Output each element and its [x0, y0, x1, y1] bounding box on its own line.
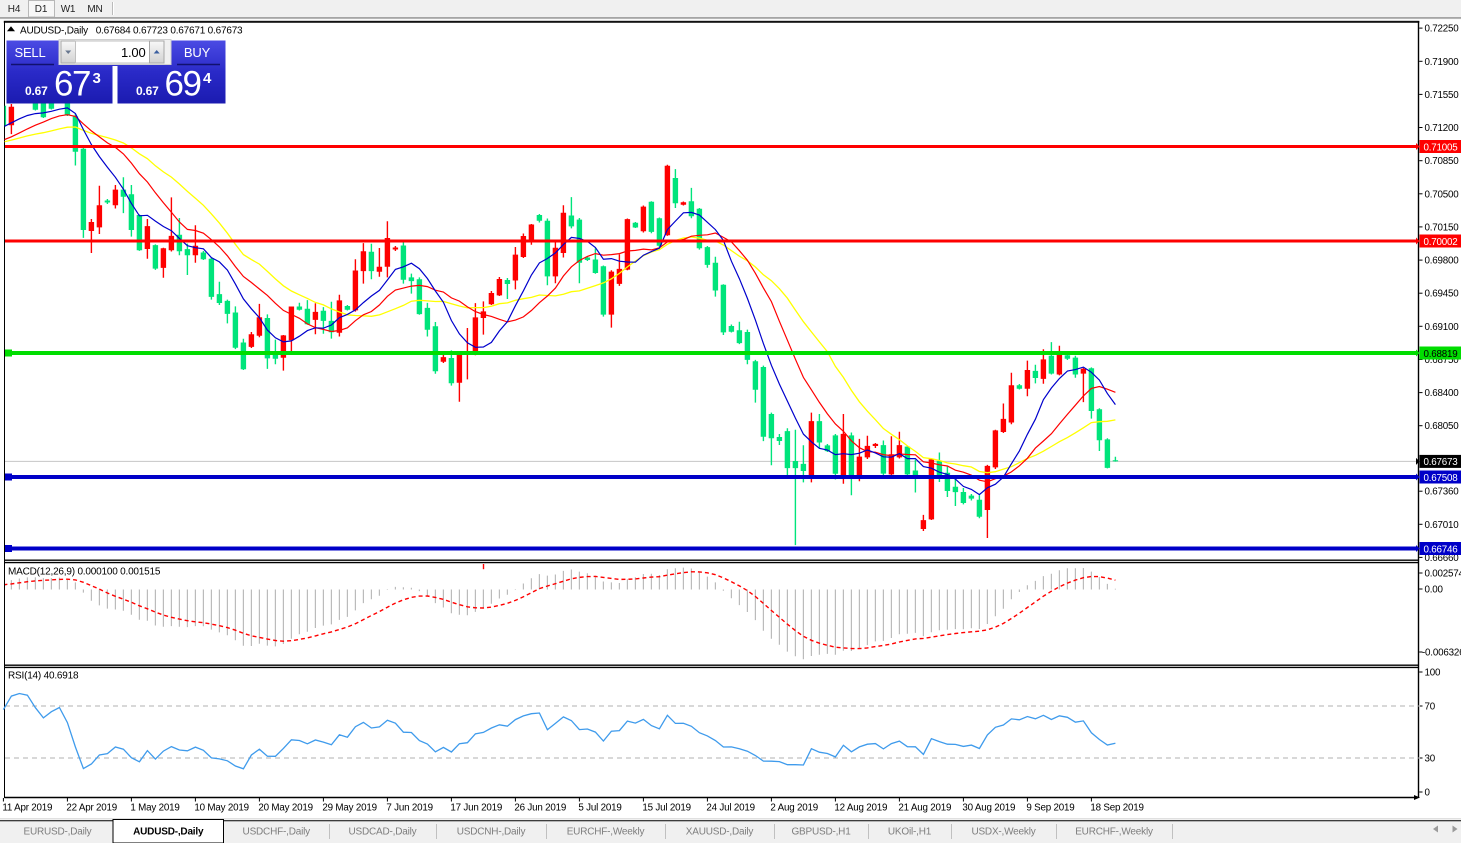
svg-text:0: 0: [1425, 788, 1431, 799]
svg-text:3: 3: [93, 70, 101, 87]
svg-text:0.71200: 0.71200: [1425, 123, 1460, 134]
svg-text:EURUSD-,Daily: EURUSD-,Daily: [24, 827, 92, 838]
svg-text:0.69800: 0.69800: [1425, 256, 1460, 267]
svg-text:0.67: 0.67: [136, 84, 159, 98]
svg-text:20 May 2019: 20 May 2019: [258, 803, 312, 814]
svg-text:0.71900: 0.71900: [1425, 57, 1460, 68]
svg-text:0.68750: 0.68750: [1425, 355, 1460, 366]
svg-text:0.70850: 0.70850: [1425, 156, 1460, 167]
svg-text:5 Jul 2019: 5 Jul 2019: [578, 803, 621, 814]
svg-text:XAUUSD-,Daily: XAUUSD-,Daily: [686, 827, 754, 838]
svg-text:1 May 2019: 1 May 2019: [130, 803, 179, 814]
svg-text:2 Aug 2019: 2 Aug 2019: [770, 803, 818, 814]
svg-text:-0.006326: -0.006326: [1422, 648, 1461, 659]
svg-text:9 Sep 2019: 9 Sep 2019: [1026, 803, 1074, 814]
svg-text:17 Jun 2019: 17 Jun 2019: [450, 803, 502, 814]
svg-text:0.67010: 0.67010: [1425, 520, 1460, 531]
svg-text:30: 30: [1425, 754, 1436, 765]
svg-text:D1: D1: [35, 4, 48, 15]
svg-text:0.66746: 0.66746: [1424, 544, 1459, 555]
svg-text:11 Apr 2019: 11 Apr 2019: [2, 803, 52, 814]
svg-text:0.67673: 0.67673: [1424, 457, 1459, 468]
svg-text:MN: MN: [87, 4, 102, 15]
svg-text:MACD(12,26,9) 0.000100 0.00151: MACD(12,26,9) 0.000100 0.001515: [8, 567, 161, 578]
svg-text:0.66660: 0.66660: [1425, 553, 1460, 564]
svg-text:4: 4: [203, 70, 212, 87]
svg-text:0.67360: 0.67360: [1425, 487, 1460, 498]
svg-text:1.00: 1.00: [121, 45, 146, 60]
svg-text:0.67508: 0.67508: [1424, 473, 1459, 484]
svg-text:AUDUSD-,Daily: AUDUSD-,Daily: [133, 827, 204, 838]
svg-text:0.68819: 0.68819: [1424, 349, 1458, 360]
svg-text:0.002574: 0.002574: [1425, 569, 1461, 580]
svg-text:70: 70: [1425, 702, 1436, 713]
svg-text:RSI(14) 40.6918: RSI(14) 40.6918: [8, 671, 79, 682]
svg-text:EURCHF-,Weekly: EURCHF-,Weekly: [1075, 827, 1153, 838]
svg-text:12 Aug 2019: 12 Aug 2019: [834, 803, 887, 814]
svg-text:USDCAD-,Daily: USDCAD-,Daily: [349, 827, 417, 838]
svg-text:0.68400: 0.68400: [1425, 388, 1460, 399]
svg-text:18 Sep 2019: 18 Sep 2019: [1090, 803, 1143, 814]
svg-text:22 Apr 2019: 22 Apr 2019: [66, 803, 117, 814]
svg-text:0.67: 0.67: [25, 84, 48, 98]
svg-text:UKOil-,H1: UKOil-,H1: [888, 827, 932, 838]
svg-text:H4: H4: [8, 4, 21, 15]
svg-text:SELL: SELL: [14, 45, 45, 60]
svg-text:GBPUSD-,H1: GBPUSD-,H1: [791, 827, 851, 838]
svg-text:29 May 2019: 29 May 2019: [322, 803, 376, 814]
svg-text:10 May 2019: 10 May 2019: [194, 803, 248, 814]
svg-text:USDCHF-,Daily: USDCHF-,Daily: [243, 827, 311, 838]
svg-text:USDX-,Weekly: USDX-,Weekly: [971, 827, 1035, 838]
svg-text:0.70500: 0.70500: [1425, 189, 1460, 200]
svg-text:BUY: BUY: [184, 45, 211, 60]
svg-text:69: 69: [165, 65, 201, 104]
svg-text:AUDUSD-,Daily 0.67684 0.6772: AUDUSD-,Daily 0.67684 0.67723 0.67671 0.…: [20, 26, 243, 37]
svg-text:21 Aug 2019: 21 Aug 2019: [898, 803, 951, 814]
svg-text:0.00: 0.00: [1425, 585, 1444, 596]
svg-text:0.69450: 0.69450: [1425, 289, 1460, 300]
svg-text:67: 67: [54, 65, 90, 104]
svg-text:15 Jul 2019: 15 Jul 2019: [642, 803, 690, 814]
svg-text:0.70150: 0.70150: [1425, 222, 1460, 233]
svg-text:30 Aug 2019: 30 Aug 2019: [962, 803, 1015, 814]
svg-text:26 Jun 2019: 26 Jun 2019: [514, 803, 566, 814]
svg-text:100: 100: [1425, 668, 1441, 679]
svg-text:0.72250: 0.72250: [1425, 24, 1460, 35]
svg-text:0.71005: 0.71005: [1424, 142, 1459, 153]
svg-text:USDCNH-,Daily: USDCNH-,Daily: [457, 827, 526, 838]
svg-text:0.68050: 0.68050: [1425, 421, 1460, 432]
svg-text:7 Jun 2019: 7 Jun 2019: [386, 803, 432, 814]
svg-text:0.71550: 0.71550: [1425, 90, 1460, 101]
svg-text:0.70002: 0.70002: [1424, 237, 1458, 248]
svg-text:W1: W1: [61, 4, 76, 15]
svg-text:24 Jul 2019: 24 Jul 2019: [706, 803, 754, 814]
svg-text:EURCHF-,Weekly: EURCHF-,Weekly: [567, 827, 645, 838]
svg-text:0.69100: 0.69100: [1425, 322, 1460, 333]
